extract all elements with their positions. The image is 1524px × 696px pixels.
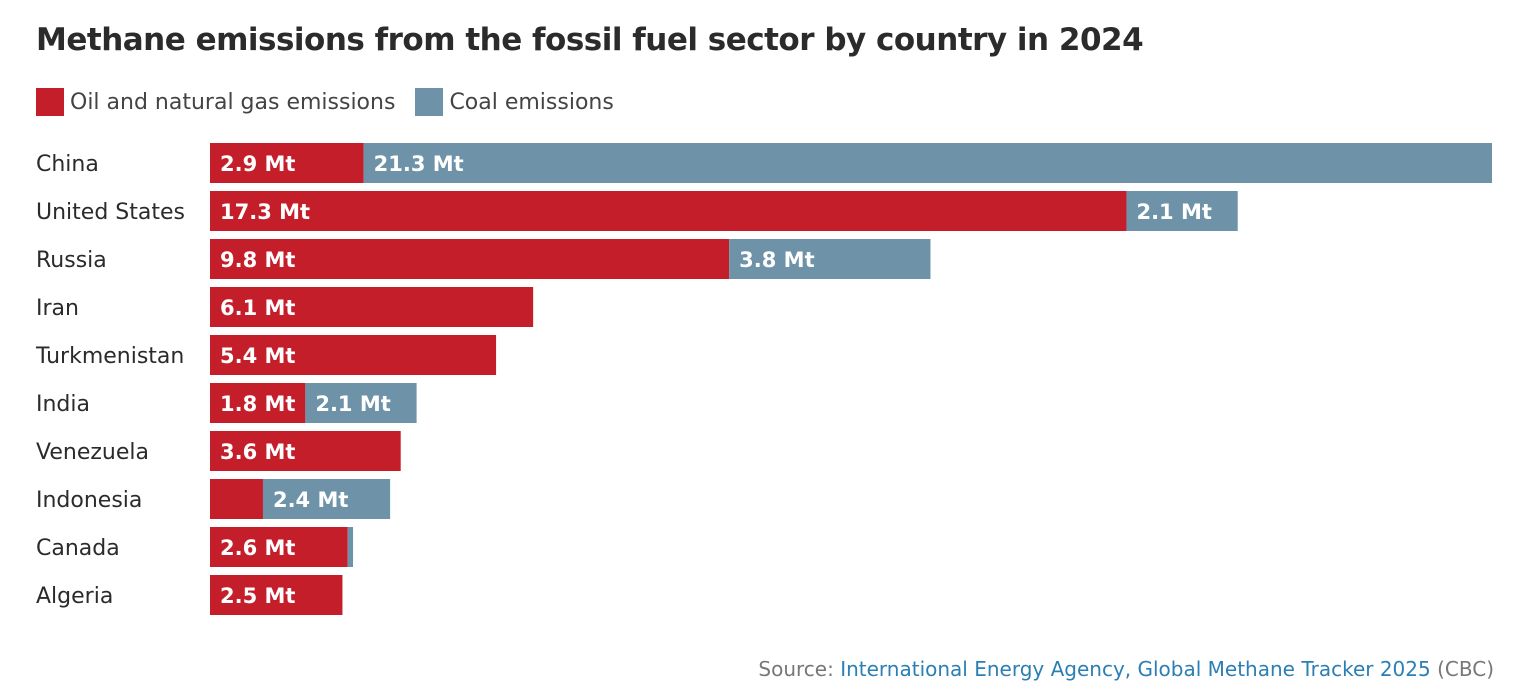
- category-label-algeria: Algeria: [36, 584, 113, 609]
- bar-coal-united-states: [1126, 191, 1238, 231]
- bar-oil-gas-russia: [210, 239, 730, 279]
- category-label-canada: Canada: [36, 536, 120, 561]
- bar-coal-china: [363, 143, 1492, 183]
- bar-oil-gas-venezuela: [210, 431, 401, 471]
- source-note: Source: International Energy Agency, Glo…: [758, 657, 1494, 681]
- category-label-russia: Russia: [36, 248, 107, 273]
- data-label-coal-indonesia: 2.4 Mt: [273, 488, 348, 512]
- bar-coal-canada: [347, 527, 354, 567]
- bar-oil-gas-china: [210, 143, 364, 183]
- legend-label-oil-gas: Oil and natural gas emissions: [70, 89, 396, 115]
- data-label-oil-gas-iran: 6.1 Mt: [220, 296, 295, 320]
- data-label-oil-gas-india: 1.8 Mt: [220, 392, 295, 416]
- category-label-united-states: United States: [36, 200, 185, 225]
- data-label-coal-russia: 3.8 Mt: [739, 248, 814, 272]
- category-label-iran: Iran: [36, 296, 79, 321]
- legend-item-coal: Coal emissions: [415, 88, 614, 116]
- legend-swatch-coal: [415, 88, 444, 116]
- category-label-india: India: [36, 392, 90, 417]
- data-label-coal-india: 2.1 Mt: [315, 392, 390, 416]
- data-label-coal-china: 21.3 Mt: [374, 152, 464, 176]
- legend-swatch-oil-gas: [36, 88, 64, 116]
- bar-oil-gas-canada: [210, 527, 348, 567]
- bar-oil-gas-india: [210, 383, 306, 423]
- category-label-turkmenistan: Turkmenistan: [35, 344, 184, 369]
- bar-coal-indonesia: [262, 479, 391, 519]
- data-label-oil-gas-united-states: 17.3 Mt: [220, 200, 310, 224]
- bar-oil-gas-iran: [210, 287, 534, 327]
- source-link[interactable]: International Energy Agency, Global Meth…: [840, 657, 1431, 681]
- bar-oil-gas-united-states: [210, 191, 1127, 231]
- source-prefix: Source:: [758, 657, 841, 681]
- category-label-china: China: [36, 152, 99, 177]
- bar-oil-gas-algeria: [210, 575, 343, 615]
- category-label-indonesia: Indonesia: [36, 488, 142, 513]
- bar-oil-gas-turkmenistan: [210, 335, 497, 375]
- legend: Oil and natural gas emissions Coal emiss…: [36, 88, 634, 116]
- data-label-oil-gas-russia: 9.8 Mt: [220, 248, 295, 272]
- data-label-oil-gas-venezuela: 3.6 Mt: [220, 440, 295, 464]
- data-label-oil-gas-turkmenistan: 5.4 Mt: [220, 344, 295, 368]
- legend-label-coal: Coal emissions: [449, 89, 614, 115]
- legend-item-oil-gas: Oil and natural gas emissions: [36, 88, 395, 116]
- data-label-oil-gas-china: 2.9 Mt: [220, 152, 295, 176]
- chart-title: Methane emissions from the fossil fuel s…: [36, 22, 1144, 58]
- bar-chart: China 2.9 Mt 21.3 Mt United States 17.3 Mt 2.…: [35, 143, 1492, 615]
- bar-oil-gas-indonesia: [210, 479, 263, 519]
- bar-coal-india: [305, 383, 417, 423]
- source-suffix: (CBC): [1430, 657, 1494, 681]
- data-label-oil-gas-algeria: 2.5 Mt: [220, 584, 295, 608]
- bar-coal-russia: [729, 239, 931, 279]
- data-label-oil-gas-canada: 2.6 Mt: [220, 536, 295, 560]
- data-label-coal-united-states: 2.1 Mt: [1136, 200, 1211, 224]
- category-label-venezuela: Venezuela: [36, 440, 149, 465]
